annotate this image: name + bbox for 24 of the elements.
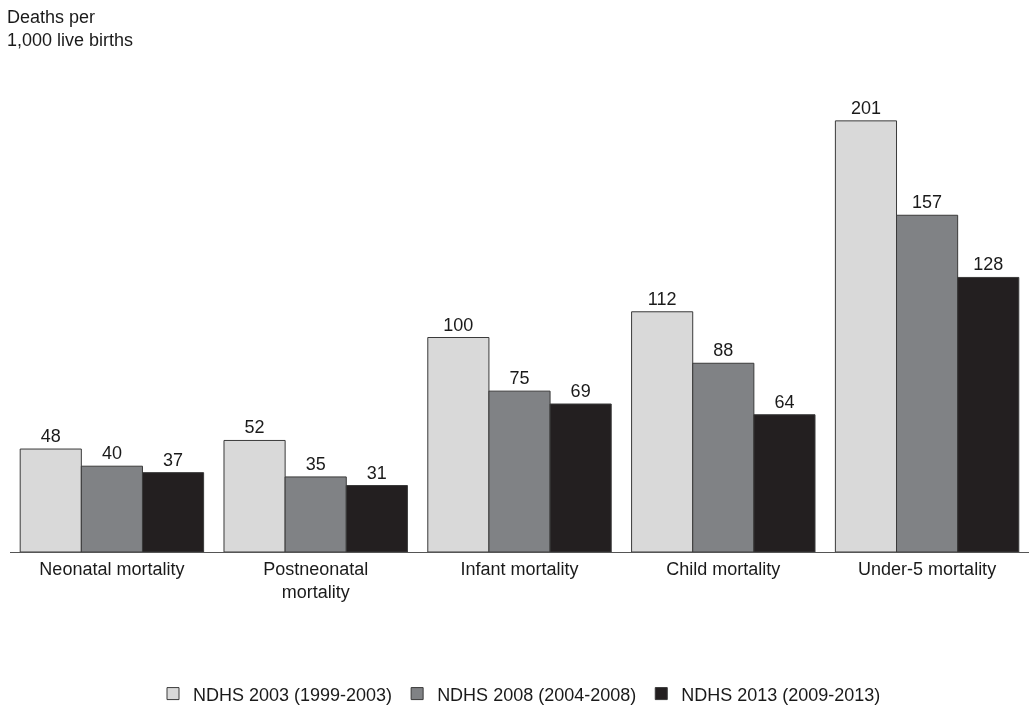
x-tick-label: Under-5 mortality	[858, 558, 997, 579]
data-label: 75	[509, 368, 530, 389]
data-label: 40	[101, 443, 122, 464]
legend-label: NDHS 2003 (1999-2003)	[193, 684, 393, 705]
y-axis-title: Deaths per 1,000 live births	[7, 7, 134, 51]
legend-label: NDHS 2013 (2009-2013)	[681, 684, 881, 705]
data-label: 37	[163, 449, 184, 470]
data-label: 201	[850, 97, 881, 118]
data-label: 69	[570, 381, 591, 401]
data-label: 88	[713, 340, 734, 361]
data-label: 52	[244, 417, 265, 438]
data-label: 100	[443, 314, 474, 335]
legend-label: NDHS 2008 (2004-2008)	[437, 684, 637, 705]
x-tick-label: Child mortality	[666, 558, 781, 579]
x-tick-label: Neonatal mortality	[39, 558, 185, 579]
x-tick-label: Infant mortality	[460, 558, 579, 579]
data-label: 35	[305, 453, 326, 474]
data-label: 64	[774, 391, 795, 412]
data-label: 31	[366, 462, 387, 483]
data-label: 157	[912, 192, 943, 213]
data-label: 128	[973, 254, 1004, 275]
data-label: 48	[40, 426, 61, 447]
data-label: 112	[647, 288, 677, 309]
x-tick-label: Postneonatal mortality	[263, 558, 369, 602]
